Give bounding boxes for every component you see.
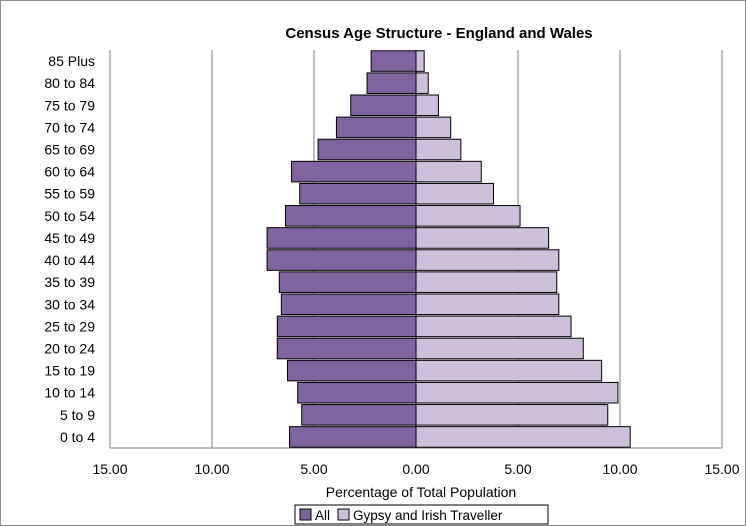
bar-gypsy-irish-traveller — [415, 138, 462, 161]
bar-all — [289, 426, 417, 448]
x-tick-label: 5.00 — [300, 461, 327, 477]
gridlines — [109, 50, 723, 449]
category-label: 35 to 39 — [44, 274, 95, 290]
category-label: 0 to 4 — [60, 429, 95, 445]
category-label: 55 to 59 — [44, 186, 95, 202]
x-tick-label: 15.00 — [704, 461, 739, 477]
category-label: 5 to 9 — [60, 407, 95, 423]
bar-all — [297, 381, 417, 404]
category-label: 15 to 19 — [44, 363, 95, 379]
bar-gypsy-irish-traveller — [415, 182, 495, 205]
bar-gypsy-irish-traveller — [415, 116, 452, 139]
bar-all — [286, 359, 417, 382]
bar-all — [266, 227, 417, 249]
bar-all — [284, 205, 417, 227]
bar-gypsy-irish-traveller — [415, 94, 439, 117]
category-label: 60 to 64 — [44, 164, 95, 180]
bar-gypsy-irish-traveller — [415, 315, 572, 338]
bar-gypsy-irish-traveller — [415, 426, 631, 448]
x-axis-title: Percentage of Total Population — [326, 484, 516, 500]
bar-gypsy-irish-traveller — [415, 72, 429, 94]
bar-gypsy-irish-traveller — [415, 271, 558, 293]
category-label: 45 to 49 — [44, 230, 95, 246]
bar-gypsy-irish-traveller — [415, 227, 550, 249]
bars — [266, 50, 631, 448]
bar-gypsy-irish-traveller — [415, 359, 603, 382]
x-tick-labels: 15.00 10.00 5.00 0.00 5.00 10.00 15.00 — [92, 461, 739, 477]
legend-label: All — [315, 508, 330, 523]
bar-all — [266, 249, 417, 271]
bar-all — [301, 404, 417, 426]
legend-label: Gypsy and Irish Traveller — [353, 508, 503, 523]
bar-all — [370, 50, 417, 72]
category-label: 85 Plus — [48, 53, 95, 69]
legend: All Gypsy and Irish Traveller — [294, 504, 549, 525]
bar-gypsy-irish-traveller — [415, 381, 619, 404]
bar-all — [366, 72, 417, 94]
category-labels: 0 to 4 5 to 9 10 to 14 15 to 19 20 to 24 25 t… — [44, 53, 95, 445]
legend-swatch — [337, 508, 350, 521]
bar-gypsy-irish-traveller — [415, 160, 482, 183]
category-label: 65 to 69 — [44, 142, 95, 158]
x-tick-label: 10.00 — [602, 461, 637, 477]
bar-all — [278, 271, 417, 293]
bar-gypsy-irish-traveller — [415, 404, 609, 426]
chart-title: Census Age Structure - England and Wales — [285, 25, 592, 42]
category-label: 50 to 54 — [44, 208, 95, 224]
bar-all — [299, 182, 417, 205]
category-label: 25 to 29 — [44, 318, 95, 334]
bar-gypsy-irish-traveller — [415, 337, 584, 360]
category-label: 80 to 84 — [44, 75, 95, 91]
bar-all — [317, 138, 417, 161]
category-label: 30 to 34 — [44, 296, 95, 312]
category-label: 40 to 44 — [44, 252, 95, 268]
bar-gypsy-irish-traveller — [415, 205, 521, 227]
bar-gypsy-irish-traveller — [415, 293, 560, 316]
category-label: 20 to 24 — [44, 341, 95, 357]
bar-gypsy-irish-traveller — [415, 50, 425, 72]
legend-swatch — [299, 508, 312, 521]
category-label: 70 to 74 — [44, 119, 95, 135]
x-tick-label: 0.00 — [402, 461, 429, 477]
bar-all — [350, 94, 417, 117]
bar-all — [291, 160, 417, 183]
bar-all — [276, 315, 417, 338]
bar-all — [280, 293, 417, 316]
x-tick-label: 5.00 — [504, 461, 531, 477]
category-label: 10 to 14 — [44, 385, 95, 401]
x-tick-label: 10.00 — [194, 461, 229, 477]
x-tick-label: 15.00 — [92, 461, 127, 477]
legend-box — [294, 504, 549, 525]
bar-all — [276, 337, 417, 360]
bar-gypsy-irish-traveller — [415, 249, 560, 271]
bar-all — [335, 116, 417, 139]
category-label: 75 to 79 — [44, 97, 95, 113]
